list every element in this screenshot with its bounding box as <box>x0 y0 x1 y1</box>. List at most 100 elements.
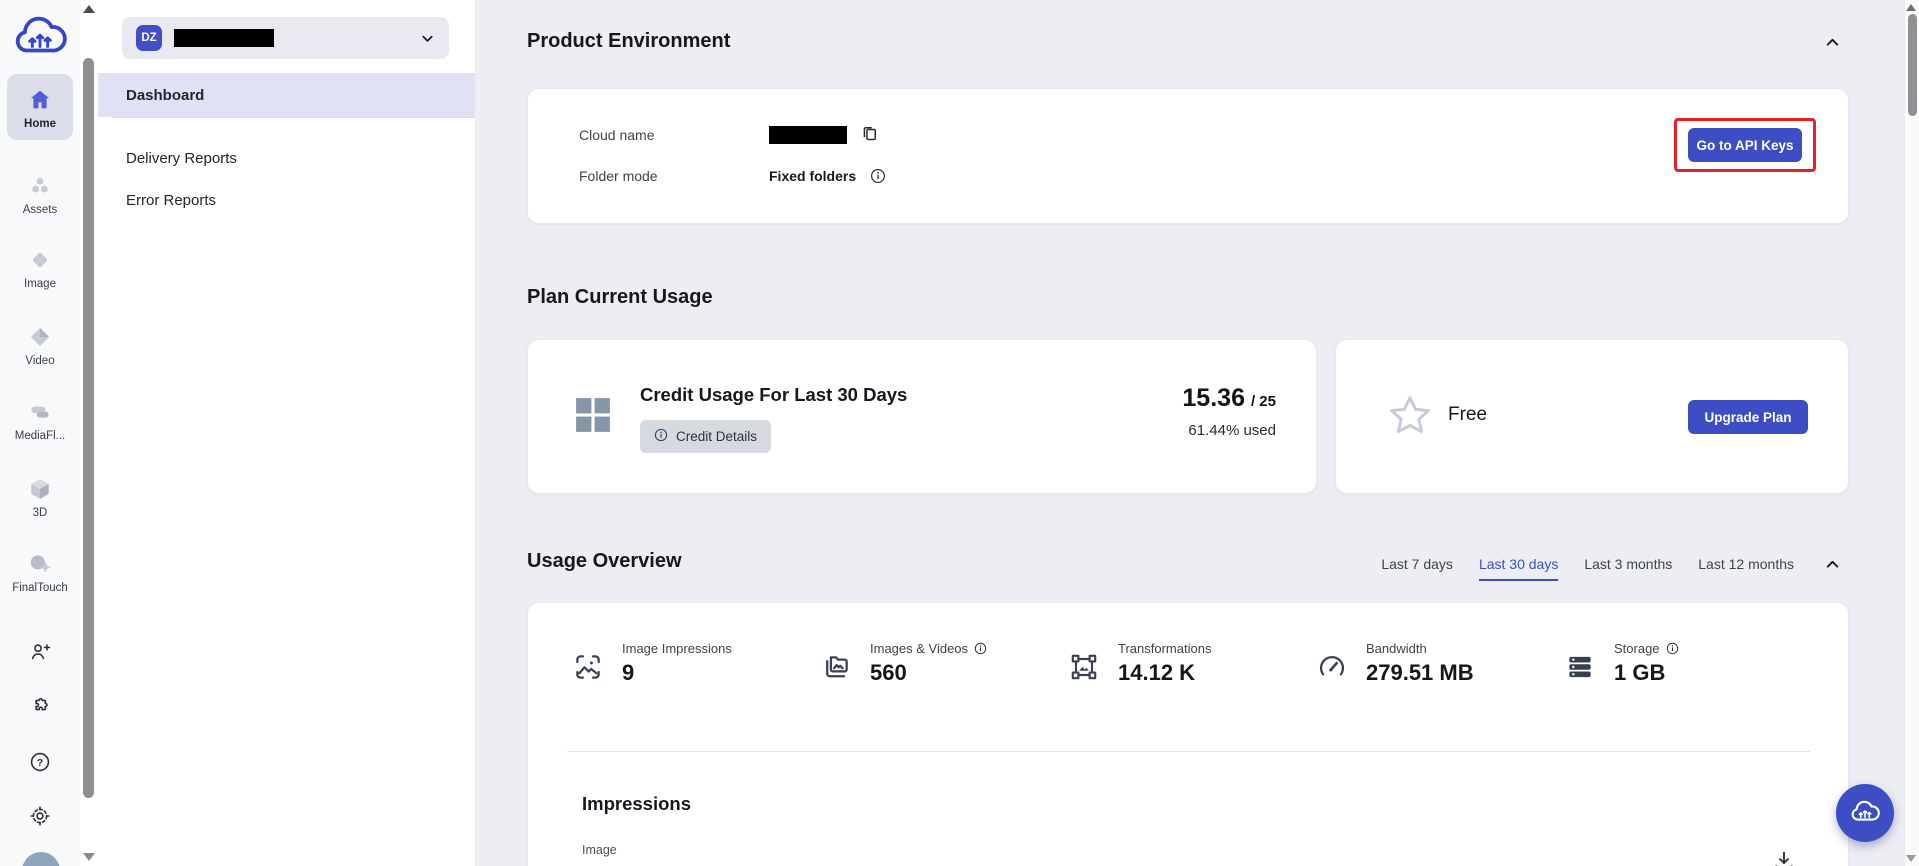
cloudinary-support-fab[interactable] <box>1836 784 1894 842</box>
range-tab-last-3-months[interactable]: Last 3 months <box>1584 556 1672 581</box>
impressions-sublabel: Image <box>582 843 617 857</box>
product-environment-card: Cloud name Folder mode Fixed folders Go … <box>527 88 1849 224</box>
info-icon[interactable] <box>1666 642 1679 655</box>
bandwidth-icon <box>1316 651 1348 688</box>
environment-selector[interactable]: DZ <box>122 17 449 59</box>
sidebar-scrollbar[interactable] <box>80 0 98 866</box>
stat-transformations: Transformations 14.12 K <box>1068 641 1211 688</box>
range-tab-last-7-days[interactable]: Last 7 days <box>1381 556 1453 581</box>
product-environment-title: Product Environment <box>527 30 730 53</box>
stat-value: 1 GB <box>1614 660 1679 686</box>
storage-icon <box>1564 651 1596 688</box>
range-tab-last-30-days[interactable]: Last 30 days <box>1479 556 1558 581</box>
stat-storage: Storage 1 GB <box>1564 641 1679 688</box>
rail-item-mediafl[interactable]: MediaFl... <box>4 398 76 442</box>
cloud-name-value-redacted <box>769 126 847 144</box>
credit-usage-card: Credit Usage For Last 30 Days Credit Det… <box>527 339 1317 494</box>
stat-label: Images & Videos <box>870 641 987 656</box>
rail-item-finaltouch[interactable]: FinalTouch <box>4 550 76 594</box>
stat-value: 14.12 K <box>1118 660 1211 686</box>
sidebar-item-dashboard[interactable]: Dashboard <box>98 73 475 117</box>
icon-rail: Home Assets Image Video MediaFl... 3D FinalTou… <box>0 0 80 866</box>
credits-used-value: 15.36 <box>1182 384 1245 413</box>
rail-item-3d[interactable]: 3D <box>4 475 76 519</box>
api-keys-highlight-box: Go to API Keys <box>1674 118 1816 172</box>
sidebar-item-label: Delivery Reports <box>126 150 237 167</box>
image-frame-icon <box>572 651 604 688</box>
info-icon[interactable] <box>974 642 987 655</box>
rail-item-assets[interactable]: Assets <box>4 172 76 216</box>
info-icon[interactable] <box>870 168 886 184</box>
user-avatar[interactable] <box>22 852 60 866</box>
stat-label: Storage <box>1614 641 1679 656</box>
video-icon <box>27 323 53 351</box>
cloudinary-cloud-icon <box>1850 797 1880 830</box>
chevron-down-icon <box>420 31 435 46</box>
stat-label: Image Impressions <box>622 641 732 656</box>
rail-item-label: Image <box>24 278 56 290</box>
credit-usage-numbers: 15.36 / 25 61.44% used <box>1182 384 1276 439</box>
rail-item-label: Home <box>24 118 56 130</box>
go-to-api-keys-button[interactable]: Go to API Keys <box>1688 128 1802 162</box>
scrollbar-thumb[interactable] <box>83 58 94 798</box>
stat-bandwidth: Bandwidth279.51 MB <box>1316 641 1474 688</box>
range-tab-last-12-months[interactable]: Last 12 months <box>1698 556 1794 581</box>
environment-name-redacted <box>174 29 274 47</box>
chevron-up-icon <box>1824 34 1841 54</box>
star-icon <box>1386 392 1434 445</box>
sidebar-item-label: Error Reports <box>126 192 216 209</box>
plan-card: Free Upgrade Plan <box>1335 339 1849 494</box>
divider <box>567 751 1810 752</box>
upgrade-plan-button[interactable]: Upgrade Plan <box>1688 400 1808 434</box>
rail-item-label: FinalTouch <box>12 582 68 594</box>
plan-current-usage-title: Plan Current Usage <box>527 286 713 309</box>
add-user-icon[interactable] <box>28 640 52 664</box>
usage-overview-title: Usage Overview <box>527 550 682 573</box>
rail-item-image[interactable]: Image <box>4 246 76 290</box>
rail-item-home[interactable]: Home <box>7 74 73 140</box>
credit-details-button[interactable]: Credit Details <box>640 420 771 453</box>
rail-item-video[interactable]: Video <box>4 323 76 367</box>
chevron-up-icon <box>1824 556 1841 576</box>
app-root: Home Assets Image Video MediaFl... 3D FinalTou… <box>0 0 1919 866</box>
scroll-down-arrow-icon[interactable] <box>1906 855 1916 862</box>
collapse-usage-overview-button[interactable] <box>1822 556 1842 576</box>
transformations-icon <box>1068 651 1100 688</box>
cloudinary-logo-icon[interactable] <box>13 10 67 54</box>
help-icon[interactable]: ? <box>28 750 52 774</box>
stat-images-videos: Images & Videos560 <box>820 641 987 688</box>
info-icon <box>654 428 668 445</box>
time-range-tabs: Last 7 days Last 30 days Last 3 months Last… <box>1381 556 1794 581</box>
copy-icon <box>861 125 878 145</box>
credit-details-label: Credit Details <box>676 429 757 444</box>
scrollbar-thumb[interactable] <box>1908 14 1917 116</box>
impressions-section-title: Impressions <box>582 793 691 815</box>
folder-mode-value: Fixed folders <box>769 168 856 184</box>
environment-badge: DZ <box>136 25 162 51</box>
svg-text:?: ? <box>37 757 43 769</box>
main-content: Product Environment Cloud name Folder mo… <box>475 0 1904 866</box>
rail-item-label: 3D <box>33 507 48 519</box>
sidebar-item-label: Dashboard <box>126 87 204 104</box>
credit-usage-title: Credit Usage For Last 30 Days <box>640 384 907 406</box>
sidebar-item-error-reports[interactable]: Error Reports <box>98 180 475 220</box>
download-chart-button[interactable] <box>1771 849 1797 866</box>
mediaflows-icon <box>27 398 53 426</box>
scroll-up-arrow-icon[interactable] <box>83 5 95 13</box>
collapse-product-environment-button[interactable] <box>1822 34 1842 54</box>
copy-cloud-name-button[interactable] <box>861 125 878 145</box>
sidebar-item-delivery-reports[interactable]: Delivery Reports <box>98 138 475 178</box>
stat-label: Transformations <box>1118 641 1211 656</box>
stat-image-impressions: Image Impressions9 <box>572 641 732 688</box>
scroll-down-arrow-icon[interactable] <box>83 853 95 861</box>
settings-icon[interactable] <box>28 804 52 828</box>
stat-label: Bandwidth <box>1366 641 1474 656</box>
folder-mode-label: Folder mode <box>579 168 769 184</box>
scroll-up-arrow-icon[interactable] <box>1906 4 1916 11</box>
plan-name: Free <box>1448 404 1487 426</box>
extensions-icon[interactable] <box>28 695 52 719</box>
finaltouch-icon <box>27 550 53 578</box>
page-scrollbar[interactable] <box>1904 0 1919 866</box>
rail-item-label: Assets <box>23 204 58 216</box>
rail-item-label: Video <box>25 355 54 367</box>
